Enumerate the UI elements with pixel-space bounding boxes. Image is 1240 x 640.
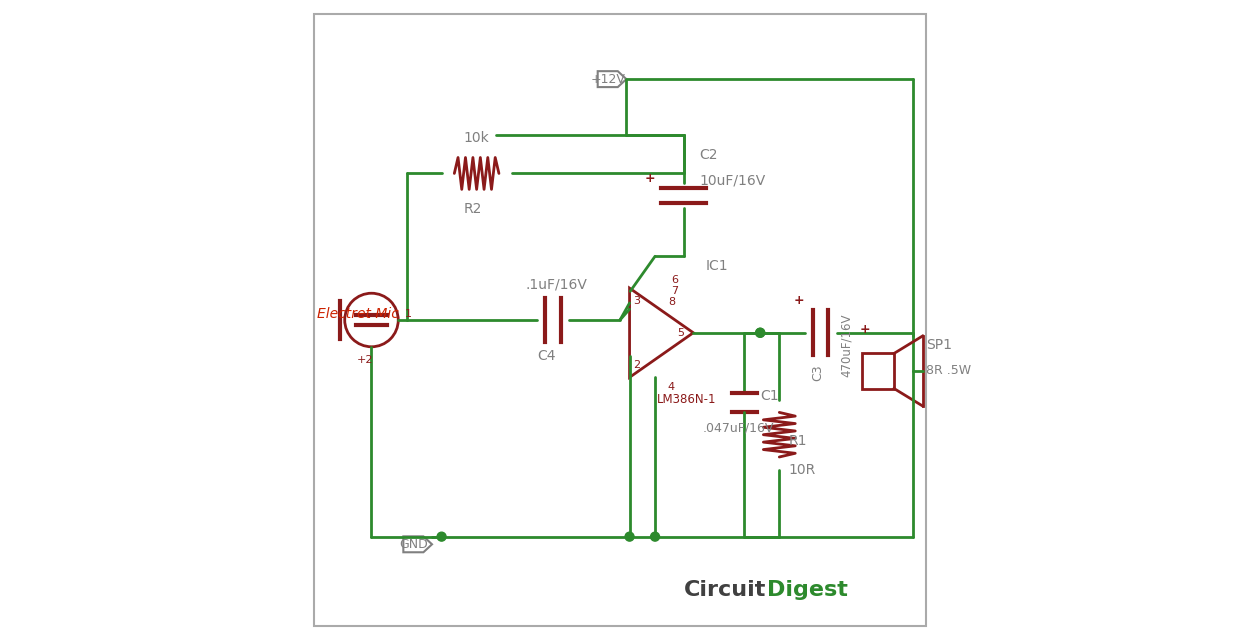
Text: IC1: IC1 xyxy=(706,259,729,273)
Circle shape xyxy=(438,532,446,541)
Circle shape xyxy=(755,328,765,337)
Text: LM386N-1: LM386N-1 xyxy=(657,394,717,406)
Text: 3: 3 xyxy=(632,296,640,306)
Text: +2: +2 xyxy=(357,355,373,365)
Text: 5: 5 xyxy=(677,328,684,338)
Text: Circuit: Circuit xyxy=(684,580,766,600)
Text: C4: C4 xyxy=(537,349,556,363)
Text: 10k: 10k xyxy=(464,131,490,145)
Text: +: + xyxy=(645,172,655,185)
Text: C1: C1 xyxy=(760,390,779,403)
Text: 7: 7 xyxy=(671,286,678,296)
Text: 6: 6 xyxy=(671,275,678,285)
Text: .1uF/16V: .1uF/16V xyxy=(526,277,588,291)
Text: SP1: SP1 xyxy=(926,339,952,353)
Circle shape xyxy=(651,532,660,541)
Text: 4: 4 xyxy=(667,382,675,392)
Text: +12V: +12V xyxy=(590,72,625,86)
Text: R1: R1 xyxy=(789,434,807,448)
Text: 470uF/16V: 470uF/16V xyxy=(839,314,853,377)
Circle shape xyxy=(625,532,634,541)
Text: C2: C2 xyxy=(699,148,718,162)
Text: +: + xyxy=(861,323,870,336)
Text: R2: R2 xyxy=(464,202,482,216)
Text: 1: 1 xyxy=(404,308,412,319)
Text: C3: C3 xyxy=(811,365,825,381)
Text: GND: GND xyxy=(399,538,428,551)
Text: +: + xyxy=(794,294,805,307)
Text: 10R: 10R xyxy=(789,463,816,477)
Text: 10uF/16V: 10uF/16V xyxy=(699,173,766,188)
Text: 8: 8 xyxy=(668,297,675,307)
Bar xyxy=(862,353,894,388)
Text: 2: 2 xyxy=(632,360,640,370)
Text: .047uF/16V: .047uF/16V xyxy=(703,422,774,435)
Circle shape xyxy=(755,328,765,337)
Text: 8R .5W: 8R .5W xyxy=(926,364,971,378)
Text: Electret Mic: Electret Mic xyxy=(317,307,399,321)
Text: Digest: Digest xyxy=(766,580,847,600)
